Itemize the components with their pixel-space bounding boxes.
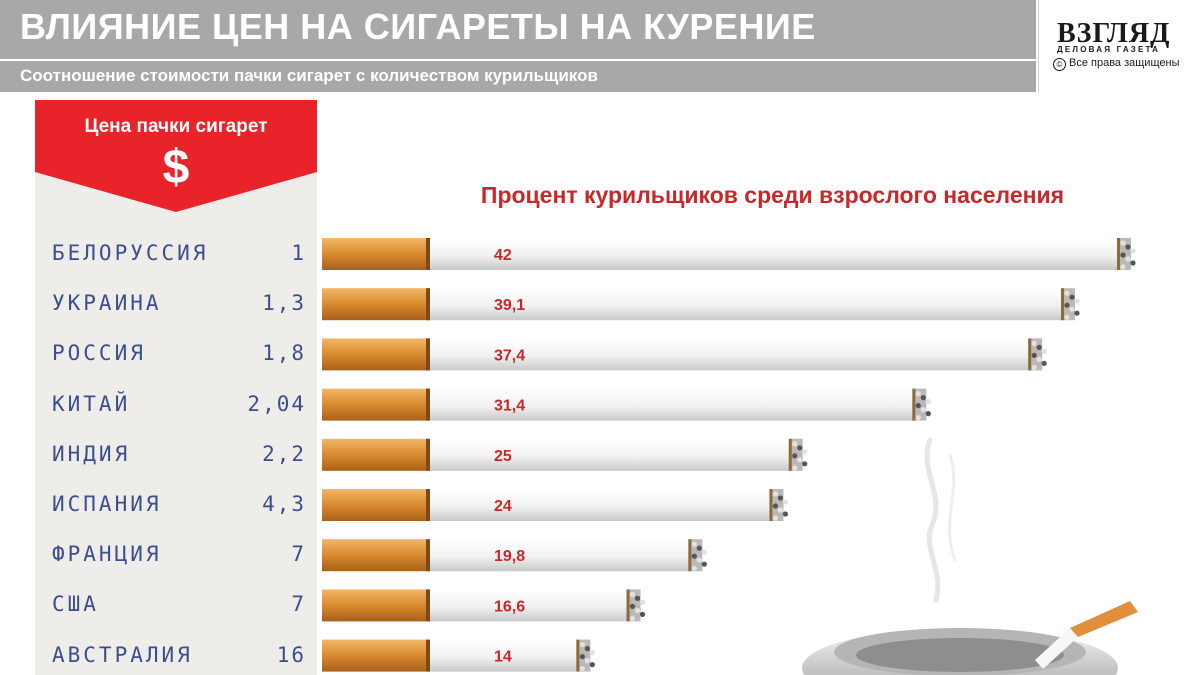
price-label: 2,2 [262, 441, 306, 466]
cigarette-tip [626, 589, 646, 622]
cigarette-paper [430, 288, 1064, 321]
cigarette-bar: 14 [322, 639, 595, 672]
price-label: 4,3 [262, 492, 306, 516]
filter-band [426, 238, 430, 270]
cigarette-paper [430, 589, 629, 622]
value-label: 24 [494, 498, 512, 515]
cigarette-paper [430, 489, 772, 521]
country-label: РОССИЯ [52, 341, 146, 366]
filter-band [426, 639, 430, 672]
cigarette-filter [322, 388, 430, 421]
cigarette-filter [322, 238, 430, 270]
chart-title: Процент курильщиков среди взрослого насе… [480, 182, 1065, 208]
cigarette-bar: 37,4 [322, 338, 1047, 371]
price-banner [35, 100, 317, 212]
value-label: 16,6 [494, 598, 525, 615]
cigarette-paper [430, 388, 915, 421]
country-label: ИСПАНИЯ [52, 492, 162, 516]
price-label: 1,8 [262, 341, 306, 366]
country-label: ФРАНЦИЯ [52, 542, 162, 567]
value-label: 42 [494, 247, 512, 264]
price-label: 16 [276, 642, 306, 667]
cigarette-filter [322, 489, 430, 521]
country-label: БЕЛОРУССИЯ [52, 241, 209, 265]
country-label: КИТАЙ [52, 391, 131, 416]
filter-band [426, 388, 430, 421]
cigarette-tip [688, 539, 707, 572]
cigarette-filter [322, 589, 430, 622]
cigarette-paper [430, 438, 791, 471]
value-label: 39,1 [494, 297, 525, 314]
cigarette-tip [576, 639, 595, 672]
cigarette-tip [1117, 238, 1136, 270]
copyright-icon: © [1053, 58, 1066, 71]
cigarette-paper [430, 639, 579, 672]
country-label: США [52, 592, 99, 617]
filter-band [426, 539, 430, 572]
cigarette-tip [1028, 338, 1047, 371]
filter-band [426, 589, 430, 622]
cigarette-bar: 39,1 [322, 288, 1080, 321]
cigarette-bar: 16,6 [322, 589, 646, 622]
country-label: УКРАИНА [52, 291, 162, 316]
country-label: ИНДИЯ [52, 441, 131, 466]
logo-name: ВЗГЛЯД [1057, 18, 1171, 49]
page-title: ВЛИЯНИЕ ЦЕН НА СИГАРЕТЫ НА КУРЕНИЕ [20, 6, 816, 47]
value-label: 19,8 [494, 548, 525, 565]
price-column-label: Цена пачки сигарет [84, 116, 268, 137]
ashtray-illustration [802, 437, 1138, 675]
price-label: 1 [291, 241, 306, 265]
value-label: 37,4 [494, 347, 525, 364]
value-label: 14 [494, 649, 512, 666]
cigarette-tip [1061, 288, 1080, 321]
dollar-icon: $ [162, 141, 190, 194]
cigarette-filter [322, 338, 430, 371]
price-label: 2,04 [247, 391, 306, 416]
filter-band [426, 438, 430, 471]
copyright-text: Все права защищены [1069, 57, 1180, 69]
header-divider [0, 59, 1036, 61]
value-label: 31,4 [494, 398, 525, 415]
page-subtitle: Соотношение стоимости пачки сигарет с ко… [20, 66, 598, 85]
cigarette-tip [912, 388, 931, 421]
publisher-logo: ВЗГЛЯД ДЕЛОВАЯ ГАЗЕТА © Все права защищен… [1038, 0, 1200, 92]
country-label: АВСТРАЛИЯ [52, 642, 193, 667]
copyright-notice: © Все права защищены [1053, 57, 1179, 71]
value-label: 25 [494, 448, 512, 465]
cigarette-paper [430, 238, 1119, 270]
cigarette-filter [322, 438, 430, 471]
price-label: 7 [291, 592, 306, 617]
cigarette-filter [322, 639, 430, 672]
price-label: 1,3 [262, 291, 306, 316]
cigarette-paper [430, 338, 1031, 371]
filter-band [426, 489, 430, 521]
cigarette-tip [788, 438, 808, 471]
cigarette-bar: 19,8 [322, 539, 707, 572]
filter-band [426, 338, 430, 371]
cigarette-bar: 25 [322, 438, 808, 471]
header-bar [0, 0, 1036, 92]
cigarette-tip [769, 489, 789, 521]
filter-band [426, 288, 430, 321]
cigarette-paper [430, 539, 691, 572]
cigarette-bar: 24 [322, 489, 789, 521]
cigarette-bar: 31,4 [322, 388, 931, 421]
cigarette-bar: 42 [322, 238, 1136, 270]
cigarette-filter [322, 539, 430, 572]
cigarette-filter [322, 288, 430, 321]
logo-tagline: ДЕЛОВАЯ ГАЗЕТА [1057, 45, 1161, 54]
price-label: 7 [291, 542, 306, 567]
